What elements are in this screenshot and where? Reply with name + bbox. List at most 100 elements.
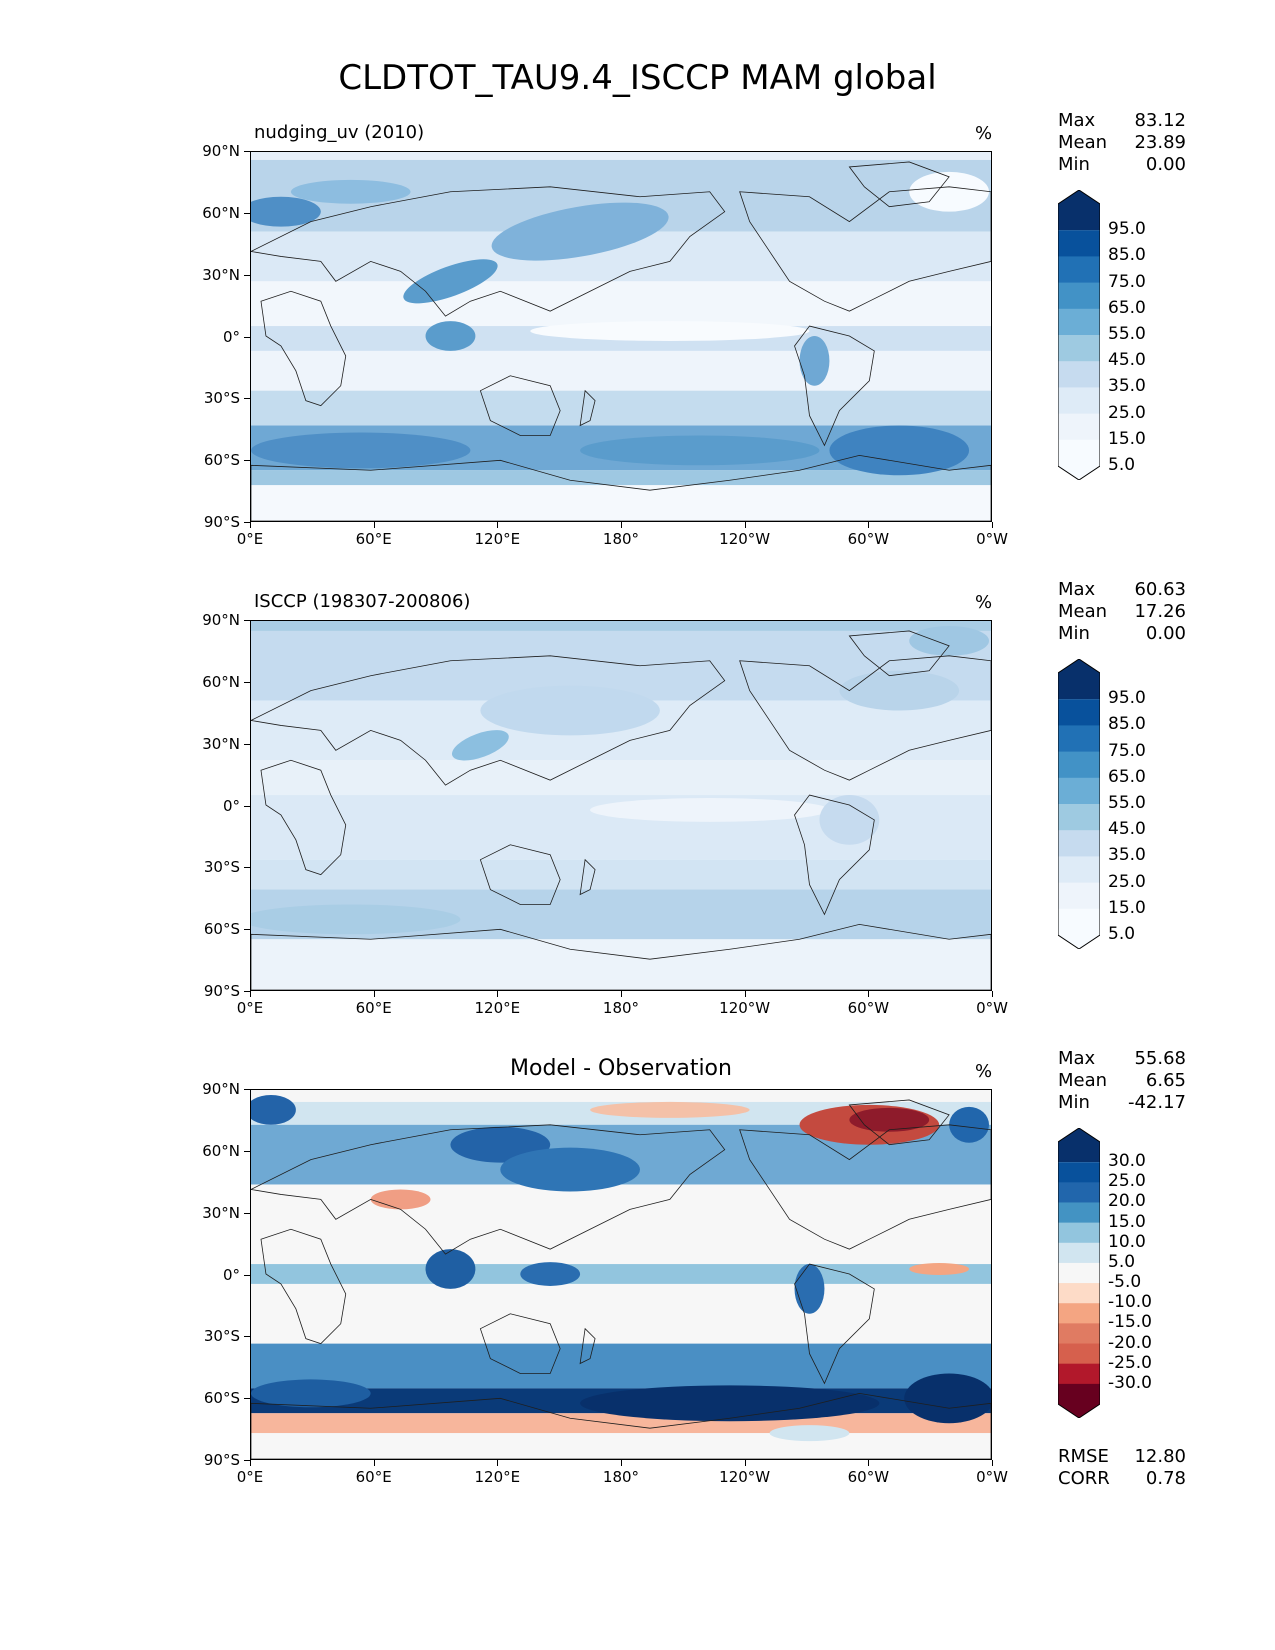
- colorbar-tick-label: -15.0: [1108, 1312, 1152, 1333]
- lat-tick: [244, 274, 250, 276]
- colorbar-tick-label: 75.0: [1108, 740, 1146, 761]
- lat-tick: [244, 743, 250, 745]
- lat-tick-label: 90°S: [203, 513, 240, 531]
- max-label: Max: [1058, 110, 1096, 131]
- lon-tick: [744, 991, 746, 997]
- lon-tick: [250, 991, 251, 997]
- map-diff: [250, 1089, 992, 1460]
- lon-tick: [497, 522, 499, 528]
- lat-tick-label: 90°N: [202, 611, 240, 629]
- panel-model: nudging_uv (2010) % Max 83.12 Mean 23.89 M…: [0, 110, 1275, 575]
- colorbar-tick-label: 5.0: [1108, 924, 1136, 944]
- lon-tick: [621, 1460, 622, 1466]
- lon-tick-label: 60°E: [355, 530, 392, 548]
- colorbar-tick-label: -30.0: [1108, 1372, 1152, 1393]
- lon-tick: [373, 1460, 375, 1466]
- lat-tick-label: 0°: [222, 1265, 240, 1284]
- lon-tick: [992, 991, 993, 997]
- colorbar-tick-label: 25.0: [1108, 402, 1146, 423]
- min-label: Min: [1058, 154, 1090, 175]
- lat-tick: [244, 522, 250, 523]
- lon-tick: [868, 991, 870, 997]
- lon-tick: [497, 1460, 499, 1466]
- lat-tick: [244, 1398, 250, 1400]
- lon-tick: [744, 522, 746, 528]
- metrics-box: RMSE 12.80 CORR 0.78: [1058, 1446, 1186, 1490]
- colorbar-tick-label: 95.0: [1108, 219, 1146, 240]
- panel-title: nudging_uv (2010): [254, 122, 425, 143]
- lat-tick-label: 0°: [222, 327, 240, 346]
- lon-tick-label: 0°W: [976, 1468, 1008, 1486]
- colorbar-tick-label: 15.0: [1108, 1211, 1146, 1232]
- lon-tick-label: 0°W: [976, 999, 1008, 1017]
- max-label: Max: [1058, 1048, 1096, 1069]
- lon-tick: [250, 1460, 251, 1466]
- max-label: Max: [1058, 579, 1096, 600]
- panel-title: ISCCP (198307-200806): [254, 591, 471, 612]
- lat-tick: [244, 212, 250, 214]
- lat-tick-label: 90°N: [202, 1080, 240, 1098]
- lon-tick-label: 60°E: [355, 999, 392, 1017]
- colorbar-tick-label: 15.0: [1108, 428, 1146, 449]
- map-obs: [250, 620, 992, 991]
- lat-tick-label: 30°N: [202, 734, 240, 753]
- lat-tick: [244, 1274, 250, 1276]
- corr-value: 0.78: [1145, 1468, 1186, 1489]
- colorbar-tick-label: 65.0: [1108, 766, 1146, 787]
- lat-tick: [244, 805, 250, 807]
- rmse-value: 12.80: [1134, 1446, 1186, 1467]
- colorbar-tick-label: 85.0: [1108, 714, 1146, 735]
- colorbar-tick-label: 95.0: [1108, 688, 1146, 709]
- lon-tick-label: 0°E: [236, 1468, 264, 1486]
- colorbar-tick-label: 10.0: [1108, 1231, 1146, 1252]
- lon-tick-label: 60°E: [355, 1468, 392, 1486]
- lon-tick: [744, 1460, 746, 1466]
- lat-tick: [244, 1150, 250, 1152]
- colorbar-tick-label: 35.0: [1108, 376, 1146, 397]
- lat-tick: [244, 991, 250, 992]
- lat-tick-label: 30°N: [202, 265, 240, 284]
- colorbar-tick-label: 85.0: [1108, 245, 1146, 266]
- lon-tick-label: 180°: [602, 999, 640, 1017]
- lon-tick: [621, 522, 622, 528]
- lat-tick: [244, 1460, 250, 1461]
- colorbar-tick-label: 15.0: [1108, 897, 1146, 918]
- lat-tick-label: 90°S: [203, 982, 240, 1000]
- colorbar-tick-label: 25.0: [1108, 1171, 1146, 1192]
- lon-tick-label: 120°W: [719, 1468, 771, 1486]
- mean-value: 6.65: [1145, 1070, 1186, 1091]
- mean-value: 17.26: [1134, 601, 1186, 622]
- lon-tick: [868, 1460, 870, 1466]
- mean-label: Mean: [1058, 601, 1108, 622]
- lon-tick-label: 60°W: [847, 1468, 890, 1486]
- lat-tick-label: 30°S: [203, 1327, 240, 1346]
- lon-tick-label: 120°E: [474, 1468, 521, 1486]
- lon-tick-label: 0°E: [236, 530, 264, 548]
- mean-value: 23.89: [1134, 132, 1186, 153]
- lat-tick: [244, 460, 250, 462]
- lat-tick-label: 60°S: [203, 920, 240, 939]
- lon-tick: [497, 991, 499, 997]
- lon-tick: [992, 522, 993, 528]
- min-label: Min: [1058, 623, 1090, 644]
- lon-tick-label: 180°: [602, 530, 640, 548]
- rmse-label: RMSE: [1058, 1446, 1109, 1467]
- lon-tick-label: 60°W: [847, 999, 890, 1017]
- colorbar-tick-label: -20.0: [1108, 1332, 1152, 1353]
- lon-tick-label: 0°W: [976, 530, 1008, 548]
- lat-tick-label: 60°N: [202, 203, 240, 222]
- colorbar-tick-label: 45.0: [1108, 819, 1146, 840]
- lat-tick-label: 30°S: [203, 858, 240, 877]
- lon-tick: [373, 522, 375, 528]
- lon-tick: [621, 991, 622, 997]
- lon-tick: [992, 1460, 993, 1466]
- figure-title: CLDTOT_TAU9.4_ISCCP MAM global: [338, 58, 937, 98]
- colorbar-tick-label: 25.0: [1108, 871, 1146, 892]
- unit-label: %: [975, 1061, 993, 1082]
- map-model: [250, 151, 992, 522]
- panel-title: Model - Observation: [510, 1056, 732, 1081]
- min-label: Min: [1058, 1092, 1090, 1113]
- colorbar-tick-label: 75.0: [1108, 271, 1146, 292]
- colorbar-tick-label: 20.0: [1108, 1191, 1146, 1212]
- colorbar-tick-label: 30.0: [1108, 1151, 1146, 1172]
